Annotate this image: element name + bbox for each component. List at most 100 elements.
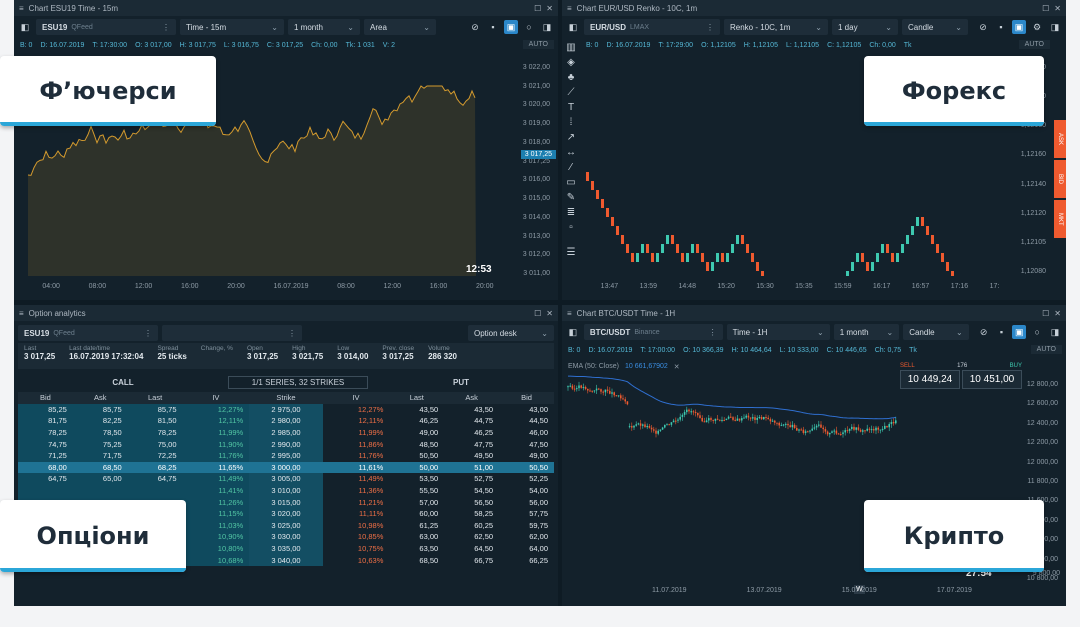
trend-line-icon[interactable]: ⁄ [570,162,572,173]
list-icon[interactable]: ☰ [566,247,576,258]
option-cell[interactable]: 62,50 [474,532,494,542]
crypto-timeframe-select[interactable]: Time - 1H ⌄ [726,324,830,340]
option-cell[interactable]: 61,25 [419,520,439,530]
option-cell[interactable]: 50,00 [389,461,445,474]
option-cell[interactable]: 12,27% [357,404,384,414]
option-cell[interactable]: 11,76% [182,449,250,462]
auto-scale-button[interactable]: AUTO [1030,345,1062,354]
option-cell[interactable]: 49,00 [529,451,548,461]
option-cell[interactable]: 59,75 [529,520,548,530]
chart-trading-icon[interactable]: ▣ [504,20,518,34]
forex-timeframe-select[interactable]: Renko - 10C, 1m ⌄ [724,19,828,35]
chart-trading-icon[interactable]: ▣ [1012,325,1027,339]
forex-symbol-selector[interactable]: EUR/USD LMAX ⋮ [584,19,720,35]
options-series-selector[interactable]: ⋮ [162,325,302,341]
option-cell[interactable]: 11,03% [182,519,250,532]
column-header[interactable]: Last [127,392,183,404]
option-cell[interactable] [127,484,183,497]
option-cell[interactable]: 10,85% [357,532,384,542]
gear-icon[interactable]: ⚙ [1032,21,1042,32]
option-cell[interactable]: 60,00 [419,509,439,519]
option-cell[interactable]: 2 980,00 [249,415,323,427]
option-cell[interactable]: 65,00 [72,473,128,485]
option-cell[interactable]: 66,75 [474,555,494,565]
option-cell[interactable]: 63,00 [419,532,439,542]
option-cell[interactable]: 3 025,00 [249,519,323,532]
column-header[interactable]: IV [322,392,390,404]
circle-icon[interactable]: ○ [1034,327,1040,337]
maximize-icon[interactable]: ☐ [534,3,542,13]
crypto-symbol-selector[interactable]: BTC/USDT Binance ⋮ [583,324,723,340]
sidebar-toggle-icon[interactable]: ◨ [542,21,552,32]
option-cell[interactable]: 10,80% [182,542,250,555]
option-cell[interactable]: 85,25 [18,403,73,416]
option-cell[interactable]: 3 005,00 [249,473,323,485]
column-header[interactable]: Bid [499,392,554,404]
option-cell[interactable]: 81,75 [18,415,73,427]
option-cell[interactable]: 3 020,00 [249,507,323,520]
lock-icon[interactable]: ▪ [999,327,1004,337]
auto-scale-button[interactable]: AUTO [1018,40,1050,49]
option-cell[interactable]: 85,75 [127,403,183,416]
option-row[interactable]: 81,75 82,25 81,50 12,11% 2 980,00 12,11% 46,25… [18,415,554,427]
option-row[interactable]: 11,41% 3 010,00 11,36% 55,50 54,50 54,00 [18,484,554,497]
option-cell[interactable] [72,484,128,497]
horizontal-line-icon[interactable]: ↔ [566,147,576,158]
option-cell[interactable]: 58,25 [474,509,494,519]
column-header[interactable]: Last [389,392,445,404]
mouse-icon[interactable]: ▪ [999,22,1003,32]
close-icon[interactable]: ✕ [673,364,680,371]
column-header[interactable]: Strike [249,392,323,404]
option-cell[interactable]: 43,00 [529,404,548,414]
close-icon[interactable]: ✕ [1054,308,1061,318]
option-cell[interactable]: 11,21% [358,497,384,507]
option-cell[interactable]: 72,25 [127,449,183,462]
option-row[interactable]: 74,75 75,25 75,00 11,90% 2 990,00 11,86% 48,50… [18,438,554,450]
layers-icon[interactable]: ◈ [567,57,575,68]
option-cell[interactable]: 56,50 [474,497,494,507]
menu-icon[interactable]: ≡ [19,3,24,13]
option-cell[interactable]: 11,36% [358,486,384,496]
option-cell[interactable]: 51,00 [444,461,500,474]
option-cell[interactable]: 56,00 [529,497,548,507]
option-row[interactable]: 78,25 78,50 78,25 11,99% 2 985,00 11,99% 49,00… [18,426,554,439]
bar-chart-icon[interactable]: ▥ [566,42,576,53]
indicators-icon[interactable]: ⊘ [979,21,987,32]
option-cell[interactable]: 54,00 [529,486,548,496]
panel-toggle-icon[interactable]: ◧ [568,326,578,337]
option-cell[interactable]: 10,98% [357,520,384,530]
option-cell[interactable]: 66,25 [529,555,548,565]
option-cell[interactable] [18,484,73,497]
option-cell[interactable]: 63,50 [419,544,439,554]
option-cell[interactable]: 44,50 [529,416,548,426]
lock-icon[interactable]: ▪ [491,22,495,32]
option-cell[interactable]: 3 030,00 [249,531,323,543]
option-cell[interactable]: 2 995,00 [249,449,323,462]
options-symbol-selector[interactable]: ESU19 QFeed ⋮ [18,325,158,341]
menu-icon[interactable]: ≡ [19,308,24,318]
option-cell[interactable]: 10,90% [182,531,250,543]
option-row[interactable]: 85,25 85,75 85,75 12,27% 2 975,00 12,27% 43,50… [18,403,554,416]
option-cell[interactable]: 52,25 [529,474,548,484]
option-cell[interactable]: 12,11% [358,416,384,426]
order-button-bid[interactable]: BID [1054,160,1066,198]
maximize-icon[interactable]: ☐ [1042,308,1050,318]
option-cell[interactable]: 11,65% [182,461,250,474]
option-cell[interactable]: 53,50 [419,474,439,484]
column-header[interactable]: IV [182,392,250,404]
sell-button[interactable]: 10 449,24 [900,370,960,389]
close-icon[interactable]: ✕ [1054,3,1061,13]
option-cell[interactable]: 68,50 [419,555,439,565]
option-cell[interactable]: 74,75 [18,438,73,450]
option-cell[interactable]: 71,25 [18,449,73,462]
option-cell[interactable]: 11,49% [182,473,250,485]
option-cell[interactable]: 47,50 [529,439,548,449]
option-cell[interactable]: 10,68% [182,554,250,566]
option-cell[interactable]: 64,75 [18,473,73,485]
vertical-line-icon[interactable]: ⁞ [569,117,573,128]
option-cell[interactable]: 12,11% [182,415,250,427]
option-cell[interactable]: 81,50 [127,415,183,427]
option-cell[interactable]: 78,25 [18,426,73,439]
order-button-ask[interactable]: ASK [1054,120,1066,158]
option-cell[interactable]: 11,99% [182,426,250,439]
